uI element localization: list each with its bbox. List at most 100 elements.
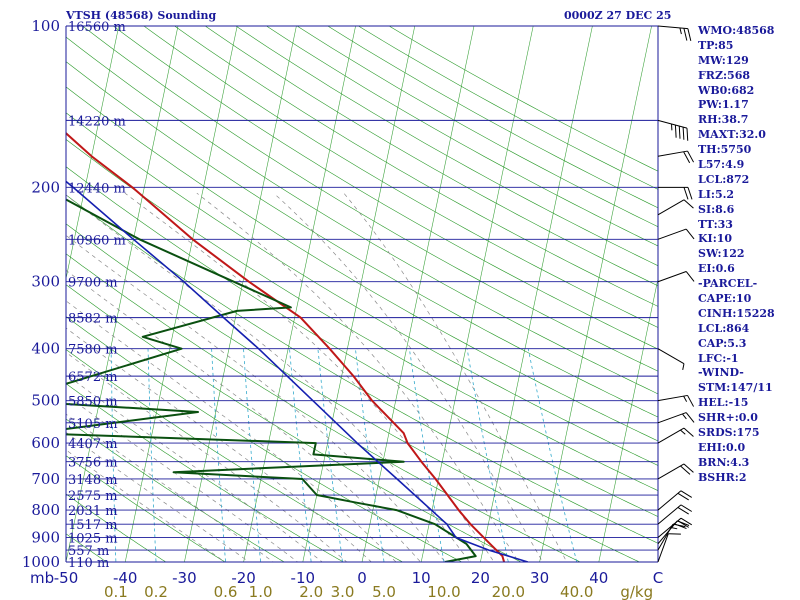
wind-barb-flag: [678, 126, 681, 139]
dry-adiabat-line: [174, 26, 658, 307]
moist-adiabat-line: [66, 269, 422, 562]
stat-item: L57:4.9: [698, 158, 745, 172]
height-label: 16560 m: [68, 20, 126, 35]
wind-barb-shaft: [657, 412, 687, 424]
stat-item: TT:33: [698, 217, 733, 231]
mixing-ratio-line: [211, 348, 227, 562]
station-title: VTSH (48568) Sounding: [65, 9, 217, 22]
stat-item: SHR+:0.0: [698, 411, 758, 425]
pressure-tick-label: 100: [31, 17, 60, 35]
temperature-tick-label: 40: [589, 569, 608, 587]
stat-item: RH:38.7: [698, 113, 749, 127]
wind-barb-shaft: [657, 348, 685, 365]
isotherm-line: [361, 26, 475, 562]
dry-adiabat-line: [204, 26, 658, 287]
isotherm-line: [302, 26, 416, 562]
pressure-tick-label: 400: [31, 340, 60, 358]
wind-barb-flag: [685, 228, 695, 240]
stat-item: LI:5.2: [698, 187, 735, 201]
wind-barb-flag: [683, 427, 694, 437]
wind-barb: [657, 228, 695, 240]
stat-item: KI:10: [698, 232, 733, 246]
wind-barb-half-flag: [682, 363, 685, 371]
sounding-profiles: [66, 26, 529, 562]
parcel-line: [66, 180, 529, 562]
stat-item: CAPE:10: [698, 292, 752, 306]
stat-item: CINH:15228: [698, 306, 775, 320]
stat-item: EI:0.6: [698, 262, 735, 276]
stat-item: LCL:872: [698, 172, 750, 186]
isotherm-line: [66, 26, 179, 562]
moist-adiabat-line: [273, 192, 544, 562]
wind-barb-flag: [683, 199, 694, 209]
wind-barb-shaft: [657, 228, 687, 240]
dry-adiabat-line: [66, 383, 344, 562]
wind-barb: [657, 490, 693, 511]
wind-barb-flag: [674, 125, 677, 138]
pressure-tick-label: 800: [31, 501, 60, 519]
wind-barb-flag: [683, 463, 694, 473]
dry-adiabat-line: [235, 26, 658, 267]
stat-item: BRN:4.3: [698, 455, 750, 469]
wind-barb-half-flag: [679, 27, 682, 35]
wind-barb: [657, 533, 681, 563]
dry-adiabat-line: [66, 493, 167, 562]
mixing-ratio-line: [527, 348, 578, 562]
stat-item: PW:1.17: [698, 98, 749, 112]
height-label: 6572 m: [68, 370, 118, 385]
mixing-ratio-line: [317, 348, 344, 562]
wind-barb: [657, 394, 695, 407]
wind-barb-flag: [680, 465, 691, 475]
stat-item: -WIND-: [698, 366, 744, 380]
wind-barb-flag: [687, 28, 692, 42]
wind-barb-half-flag: [682, 413, 687, 420]
dry-adiabat-line: [265, 26, 658, 247]
mixing-ratio-line: [147, 348, 157, 562]
pressure-tick-label: 500: [31, 392, 60, 410]
wind-barb-shaft: [657, 504, 682, 525]
dry-adiabat-line: [112, 26, 658, 350]
wind-barb: [657, 271, 695, 283]
dry-adiabat-line: [66, 349, 404, 562]
mixing-ratio-line: [466, 348, 509, 562]
dry-adiabat-line: [66, 533, 108, 562]
wind-barb: [657, 463, 694, 480]
dewpoint-line: [66, 198, 477, 562]
isotherm-line: [539, 26, 652, 562]
stat-item: SRDS:175: [698, 426, 760, 440]
stat-item: STM:147/11: [698, 381, 773, 395]
wind-barb: [657, 504, 693, 525]
moist-adiabat-line: [66, 449, 226, 562]
stat-item: CAP:5.3: [698, 336, 747, 350]
valid-time: 0000Z 27 DEC 25: [564, 9, 671, 22]
stat-item: WMO:48568: [698, 24, 775, 37]
moist-adiabat-line: [66, 327, 372, 562]
height-label: 3148 m: [68, 473, 118, 488]
isotherm-line: [480, 26, 593, 562]
pressure-tick-label: 900: [31, 528, 60, 546]
wind-barb-flag: [683, 187, 689, 200]
pressure-tick-label: 600: [31, 434, 60, 452]
wind-barb-flag: [680, 504, 693, 512]
wind-barb: [657, 348, 685, 371]
moist-adiabat-line: [66, 234, 446, 562]
temperature-tick-label: -30: [172, 569, 197, 587]
stat-item: LCL:864: [698, 321, 750, 335]
isobar-lines: [66, 25, 658, 563]
wind-barb-flag: [680, 490, 693, 498]
wind-barb: [658, 186, 693, 200]
height-label: 1517 m: [68, 518, 118, 533]
dry-adiabat-line: [66, 36, 658, 395]
stat-item: SI:8.6: [698, 202, 735, 216]
moist-adiabat-line: [66, 300, 397, 562]
wind-barb-flag: [683, 151, 691, 164]
moist-adiabat-line: [66, 351, 348, 562]
wind-barb-flag: [686, 128, 689, 141]
height-label: 9700 m: [68, 276, 118, 291]
stat-item: SW:122: [698, 247, 745, 261]
wind-barb: [657, 25, 692, 42]
height-label: 2031 m: [68, 504, 118, 519]
wind-barb-shaft: [657, 463, 685, 480]
stat-item: MW:129: [698, 53, 749, 67]
mixing-ratio-label: 1.0: [249, 583, 273, 600]
